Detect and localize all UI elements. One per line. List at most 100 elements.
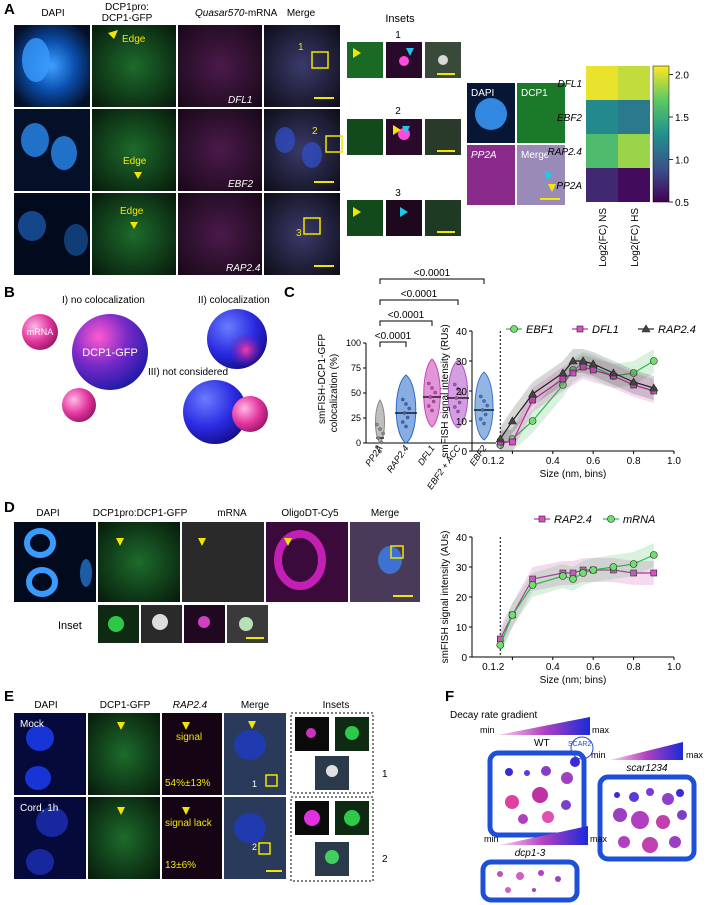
edge-label-2: Edge xyxy=(123,156,147,167)
heatmap-cell xyxy=(618,134,650,168)
inset-num-2: 2 xyxy=(312,126,318,137)
micrograph-mrna-1 xyxy=(178,25,262,107)
e-signal-lack-label: signal lack xyxy=(165,818,213,829)
series-point xyxy=(568,356,578,365)
panel-label-a: A xyxy=(4,1,15,18)
violin-shape xyxy=(474,371,494,441)
heatmap-cell xyxy=(586,168,618,202)
line-y-tick-label: 40 xyxy=(456,533,468,544)
series-point xyxy=(649,383,659,392)
violin-point xyxy=(376,436,381,440)
heatmap-cell xyxy=(586,100,618,134)
insets-row-3: 3 xyxy=(395,188,401,199)
legend-label: RAP2.4 xyxy=(554,514,592,526)
panel-a-micrographs xyxy=(14,25,343,275)
e-col-merge: Merge xyxy=(241,700,270,711)
f-min-3: min xyxy=(484,834,499,844)
f-scar2-label: SCAR2 xyxy=(568,741,591,748)
line-y-tick-label: 10 xyxy=(456,623,468,634)
violin-point xyxy=(427,404,431,408)
decay-gradient-wt xyxy=(498,717,590,735)
legend-label: DFL1 xyxy=(592,324,619,336)
f-max-1: max xyxy=(592,725,610,735)
col-label-merge: Merge xyxy=(287,8,316,19)
line-y-tick-label: 40 xyxy=(456,327,468,338)
line-x-tick-label: 0.6 xyxy=(586,662,600,673)
violin-shape xyxy=(423,358,441,428)
violin-ylabel-1: smFISH-DCP1-GFP xyxy=(317,334,328,424)
e-signal-label: signal xyxy=(176,732,202,743)
violin-point xyxy=(453,405,457,409)
legend-label: mRNA xyxy=(623,514,655,526)
series-point xyxy=(528,417,537,425)
legend-marker xyxy=(510,325,518,333)
heatmap-col-label: Log2(FC) NS xyxy=(598,208,609,267)
significance-bracket xyxy=(379,299,459,305)
dcp1-gfp-label: DCP1-GFP xyxy=(82,347,138,359)
dcp1-cell xyxy=(480,859,580,903)
colorbar xyxy=(652,65,670,203)
violin-point xyxy=(404,424,408,429)
series-band xyxy=(500,543,654,657)
d-col-dapi: DAPI xyxy=(36,508,59,519)
col-label-quasar: Quasar570-mRNA xyxy=(195,8,278,19)
scar2-circle xyxy=(570,736,594,760)
arrow-head xyxy=(108,30,118,39)
series-point xyxy=(508,611,517,619)
panel-label-d: D xyxy=(4,499,15,516)
significance-bracket xyxy=(379,278,485,284)
not-considered-body xyxy=(183,380,247,444)
violin-point xyxy=(375,445,379,449)
series-point xyxy=(629,377,639,386)
panel-label-f: F xyxy=(445,688,454,705)
colorbar-tick-label: 1.0 xyxy=(675,156,689,167)
heatmap-cell xyxy=(586,66,618,100)
mrna-particle xyxy=(22,314,58,350)
line-x-tick-label: 0.8 xyxy=(627,456,641,467)
e-row-cord: Cord, 1h xyxy=(20,803,58,814)
heatmap: DFL1 EBF2 RAP2.4 PP2A Log2(FC) NS Log2(FC) HS… xyxy=(548,65,689,267)
violin-point xyxy=(405,415,410,420)
series-line xyxy=(500,360,655,446)
micrograph-gfp-2 xyxy=(92,109,176,191)
colorbar-tick-label: 0.5 xyxy=(675,198,689,209)
panel-a-insets xyxy=(347,42,461,236)
violin-shape xyxy=(447,359,469,429)
line-y-tick-label: 30 xyxy=(456,563,468,574)
violin-point xyxy=(453,382,457,387)
violin-point xyxy=(459,391,463,396)
violin-category-label: PP2A xyxy=(363,443,384,468)
series-point xyxy=(650,569,658,577)
line-x-tick-label: 0.8 xyxy=(627,662,641,673)
violin-shape xyxy=(395,374,417,444)
col-label-dcp1gfp: DCP1-GFP xyxy=(102,13,153,24)
violin-point xyxy=(457,400,462,405)
heatmap-cell xyxy=(586,134,618,168)
line-y-tick-label: 0 xyxy=(461,653,467,664)
line-y-tick-label: 30 xyxy=(456,357,468,368)
series-point xyxy=(578,356,588,365)
violin-y-tick-label: 25 xyxy=(351,413,361,423)
violin-y-tick-label: 0 xyxy=(356,438,361,448)
insets-row-2: 2 xyxy=(395,106,401,117)
e-inset-side-1: 1 xyxy=(382,769,388,780)
inset-num-3: 3 xyxy=(296,228,302,239)
series-band xyxy=(500,558,654,651)
violin-y-tick-label: 100 xyxy=(346,338,361,348)
violin-point xyxy=(431,399,436,404)
heatmap-row-label: DFL1 xyxy=(558,79,582,90)
f-min-1: min xyxy=(480,725,495,735)
series-point xyxy=(528,581,537,589)
arrow-head xyxy=(134,172,142,179)
e-col-dapi: DAPI xyxy=(34,700,57,711)
legend-marker xyxy=(607,515,615,523)
series-point xyxy=(528,389,538,398)
f-min-2: min xyxy=(591,750,606,760)
violin-point xyxy=(454,396,459,400)
e-inset-num-2: 2 xyxy=(252,842,257,852)
edge-label-3: Edge xyxy=(120,206,144,217)
panel-e-micrographs xyxy=(14,712,374,882)
violin-point xyxy=(433,390,437,395)
legend-marker xyxy=(576,325,584,333)
series-point xyxy=(629,369,638,377)
